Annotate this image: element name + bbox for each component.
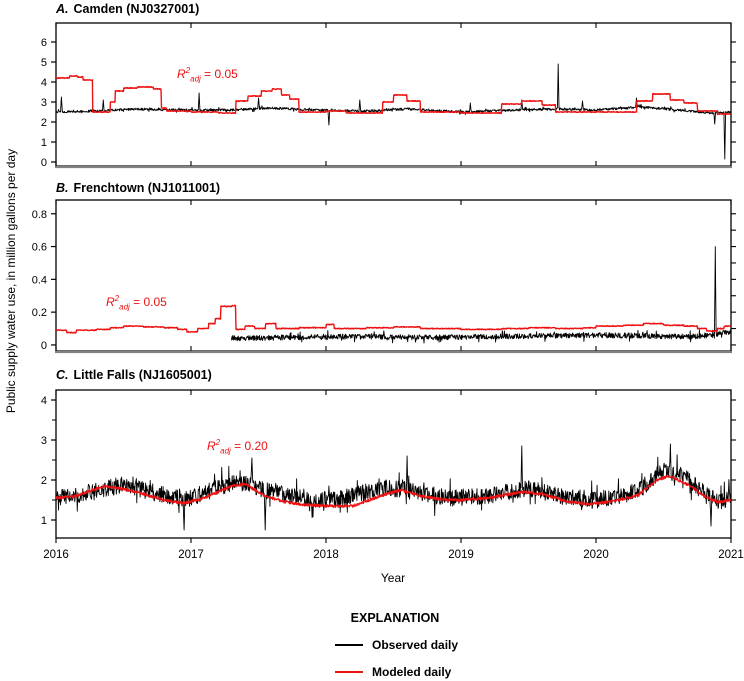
r2-value: = 0.05 xyxy=(200,67,238,81)
r2-value: = 0.05 xyxy=(129,295,167,309)
x-axis-label: Year xyxy=(380,571,406,585)
modeled-line-swatch xyxy=(335,670,363,674)
y-tick-label: 0.2 xyxy=(32,307,47,319)
y-tick-label: 4 xyxy=(41,395,47,407)
r2-symbol: R xyxy=(177,67,186,81)
panel-b-title: B. Frenchtown (NJ1011001) xyxy=(56,181,220,195)
y-tick-label: 0.4 xyxy=(32,274,47,286)
modeled-daily-line xyxy=(56,304,731,334)
x-tick-label: 2021 xyxy=(718,549,744,561)
panel-c-r2-annotation: R2adj = 0.20 xyxy=(207,438,268,455)
r2-symbol: R xyxy=(106,295,115,309)
modeled-daily-line xyxy=(56,474,731,508)
y-axis-label: Public supply water use, in million gall… xyxy=(4,148,18,414)
y-tick-label: 3 xyxy=(41,97,47,109)
x-tick-label: 2018 xyxy=(313,549,339,561)
y-tick-label: 2 xyxy=(41,475,47,487)
x-tick-label: 2019 xyxy=(448,549,474,561)
y-tick-label: 0.8 xyxy=(32,209,47,221)
r2-subscript: adj xyxy=(220,446,231,456)
y-tick-label: 1 xyxy=(41,137,47,149)
x-tick-label: 2016 xyxy=(43,549,69,561)
observed-daily-line xyxy=(231,246,731,344)
y-tick-label: 0 xyxy=(41,340,47,352)
r2-value: = 0.20 xyxy=(230,439,268,453)
r2-subscript: adj xyxy=(119,302,130,312)
legend-item-observed: Observed daily xyxy=(335,638,458,652)
panel-c-plot: 1 2 3 4 xyxy=(41,389,736,543)
observed-daily-line xyxy=(56,443,731,531)
panel-c-station: Little Falls (NJ1605001) xyxy=(73,368,212,382)
panel-b-plot: 0 0.2 0.4 0.6 0.8 xyxy=(32,199,736,354)
r2-superscript: 2 xyxy=(185,66,191,75)
x-tick-label: 2017 xyxy=(178,549,204,561)
panel-a-letter: A. xyxy=(56,2,69,16)
r2-superscript: 2 xyxy=(114,294,120,303)
legend-label-modeled: Modeled daily xyxy=(372,665,452,679)
panel-c-title: C. Little Falls (NJ1605001) xyxy=(56,368,212,382)
panel-a-plot: 0 1 2 3 4 5 6 xyxy=(41,22,736,169)
y-tick-label: 3 xyxy=(41,435,47,447)
x-tick-label: 2020 xyxy=(583,549,609,561)
legend-label-observed: Observed daily xyxy=(372,638,459,652)
panel-frame xyxy=(55,22,732,167)
y-tick-label: 0.6 xyxy=(32,242,47,254)
y-tick-label: 0 xyxy=(41,157,47,169)
y-tick-label: 5 xyxy=(41,57,47,69)
y-tick-label: 2 xyxy=(41,117,47,129)
legend-title: EXPLANATION xyxy=(350,611,440,625)
y-tick-label: 4 xyxy=(41,77,47,89)
panel-b-r2-annotation: R2adj = 0.05 xyxy=(106,294,167,311)
legend-item-modeled: Modeled daily xyxy=(335,665,451,679)
observed-line-swatch xyxy=(335,643,363,647)
r2-superscript: 2 xyxy=(215,438,221,447)
panel-a-r2-annotation: R2adj = 0.05 xyxy=(177,66,238,83)
panel-a-station: Camden (NJ0327001) xyxy=(73,2,200,16)
panel-a-title: A. Camden (NJ0327001) xyxy=(56,2,199,16)
y-tick-label: 1 xyxy=(41,515,47,527)
y-tick-label: 6 xyxy=(41,37,47,49)
panel-c-letter: C. xyxy=(56,368,69,382)
modeled-daily-line xyxy=(56,74,731,116)
panel-b-letter: B. xyxy=(56,181,69,195)
r2-symbol: R xyxy=(207,439,216,453)
panel-frame xyxy=(55,389,732,539)
panel-b-station: Frenchtown (NJ1011001) xyxy=(73,181,221,195)
r2-subscript: adj xyxy=(190,74,201,84)
